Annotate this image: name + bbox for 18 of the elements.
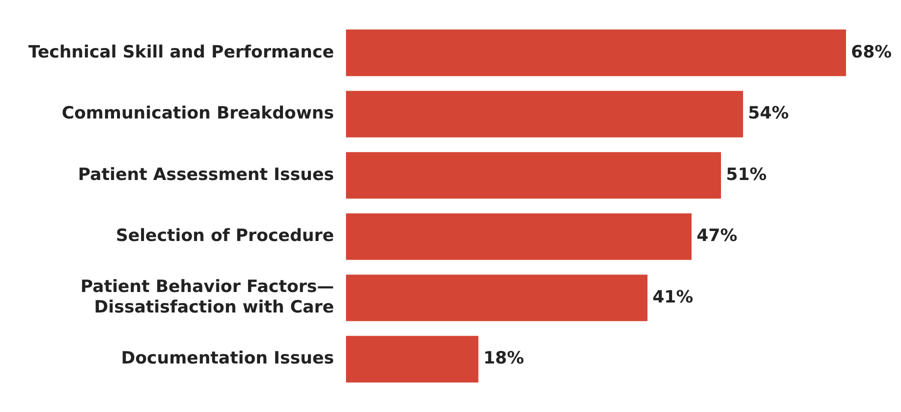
data-label: 47% (696, 226, 738, 246)
data-label: 54% (748, 104, 789, 124)
bar (346, 152, 721, 199)
bar (346, 90, 744, 138)
data-label: 41% (652, 287, 694, 308)
y-tick-label: Documentation Issues (121, 348, 334, 369)
bar (346, 30, 846, 76)
y-tick-label: Technical Skill and Performance (28, 42, 334, 62)
y-tick-label: Selection of Procedure (116, 226, 334, 246)
bar (346, 274, 648, 322)
y-tick-label: Patient Behavior Factors— Dissatisfaction with Care (80, 277, 334, 318)
bar (346, 336, 478, 382)
y-tick-label: Patient Assessment Issues (78, 164, 334, 185)
y-tick-label: Communication Breakdowns (62, 104, 334, 124)
bar (346, 213, 692, 260)
data-label: 51% (726, 164, 767, 185)
data-label: 18% (483, 348, 524, 369)
data-label: 68% (851, 42, 892, 62)
